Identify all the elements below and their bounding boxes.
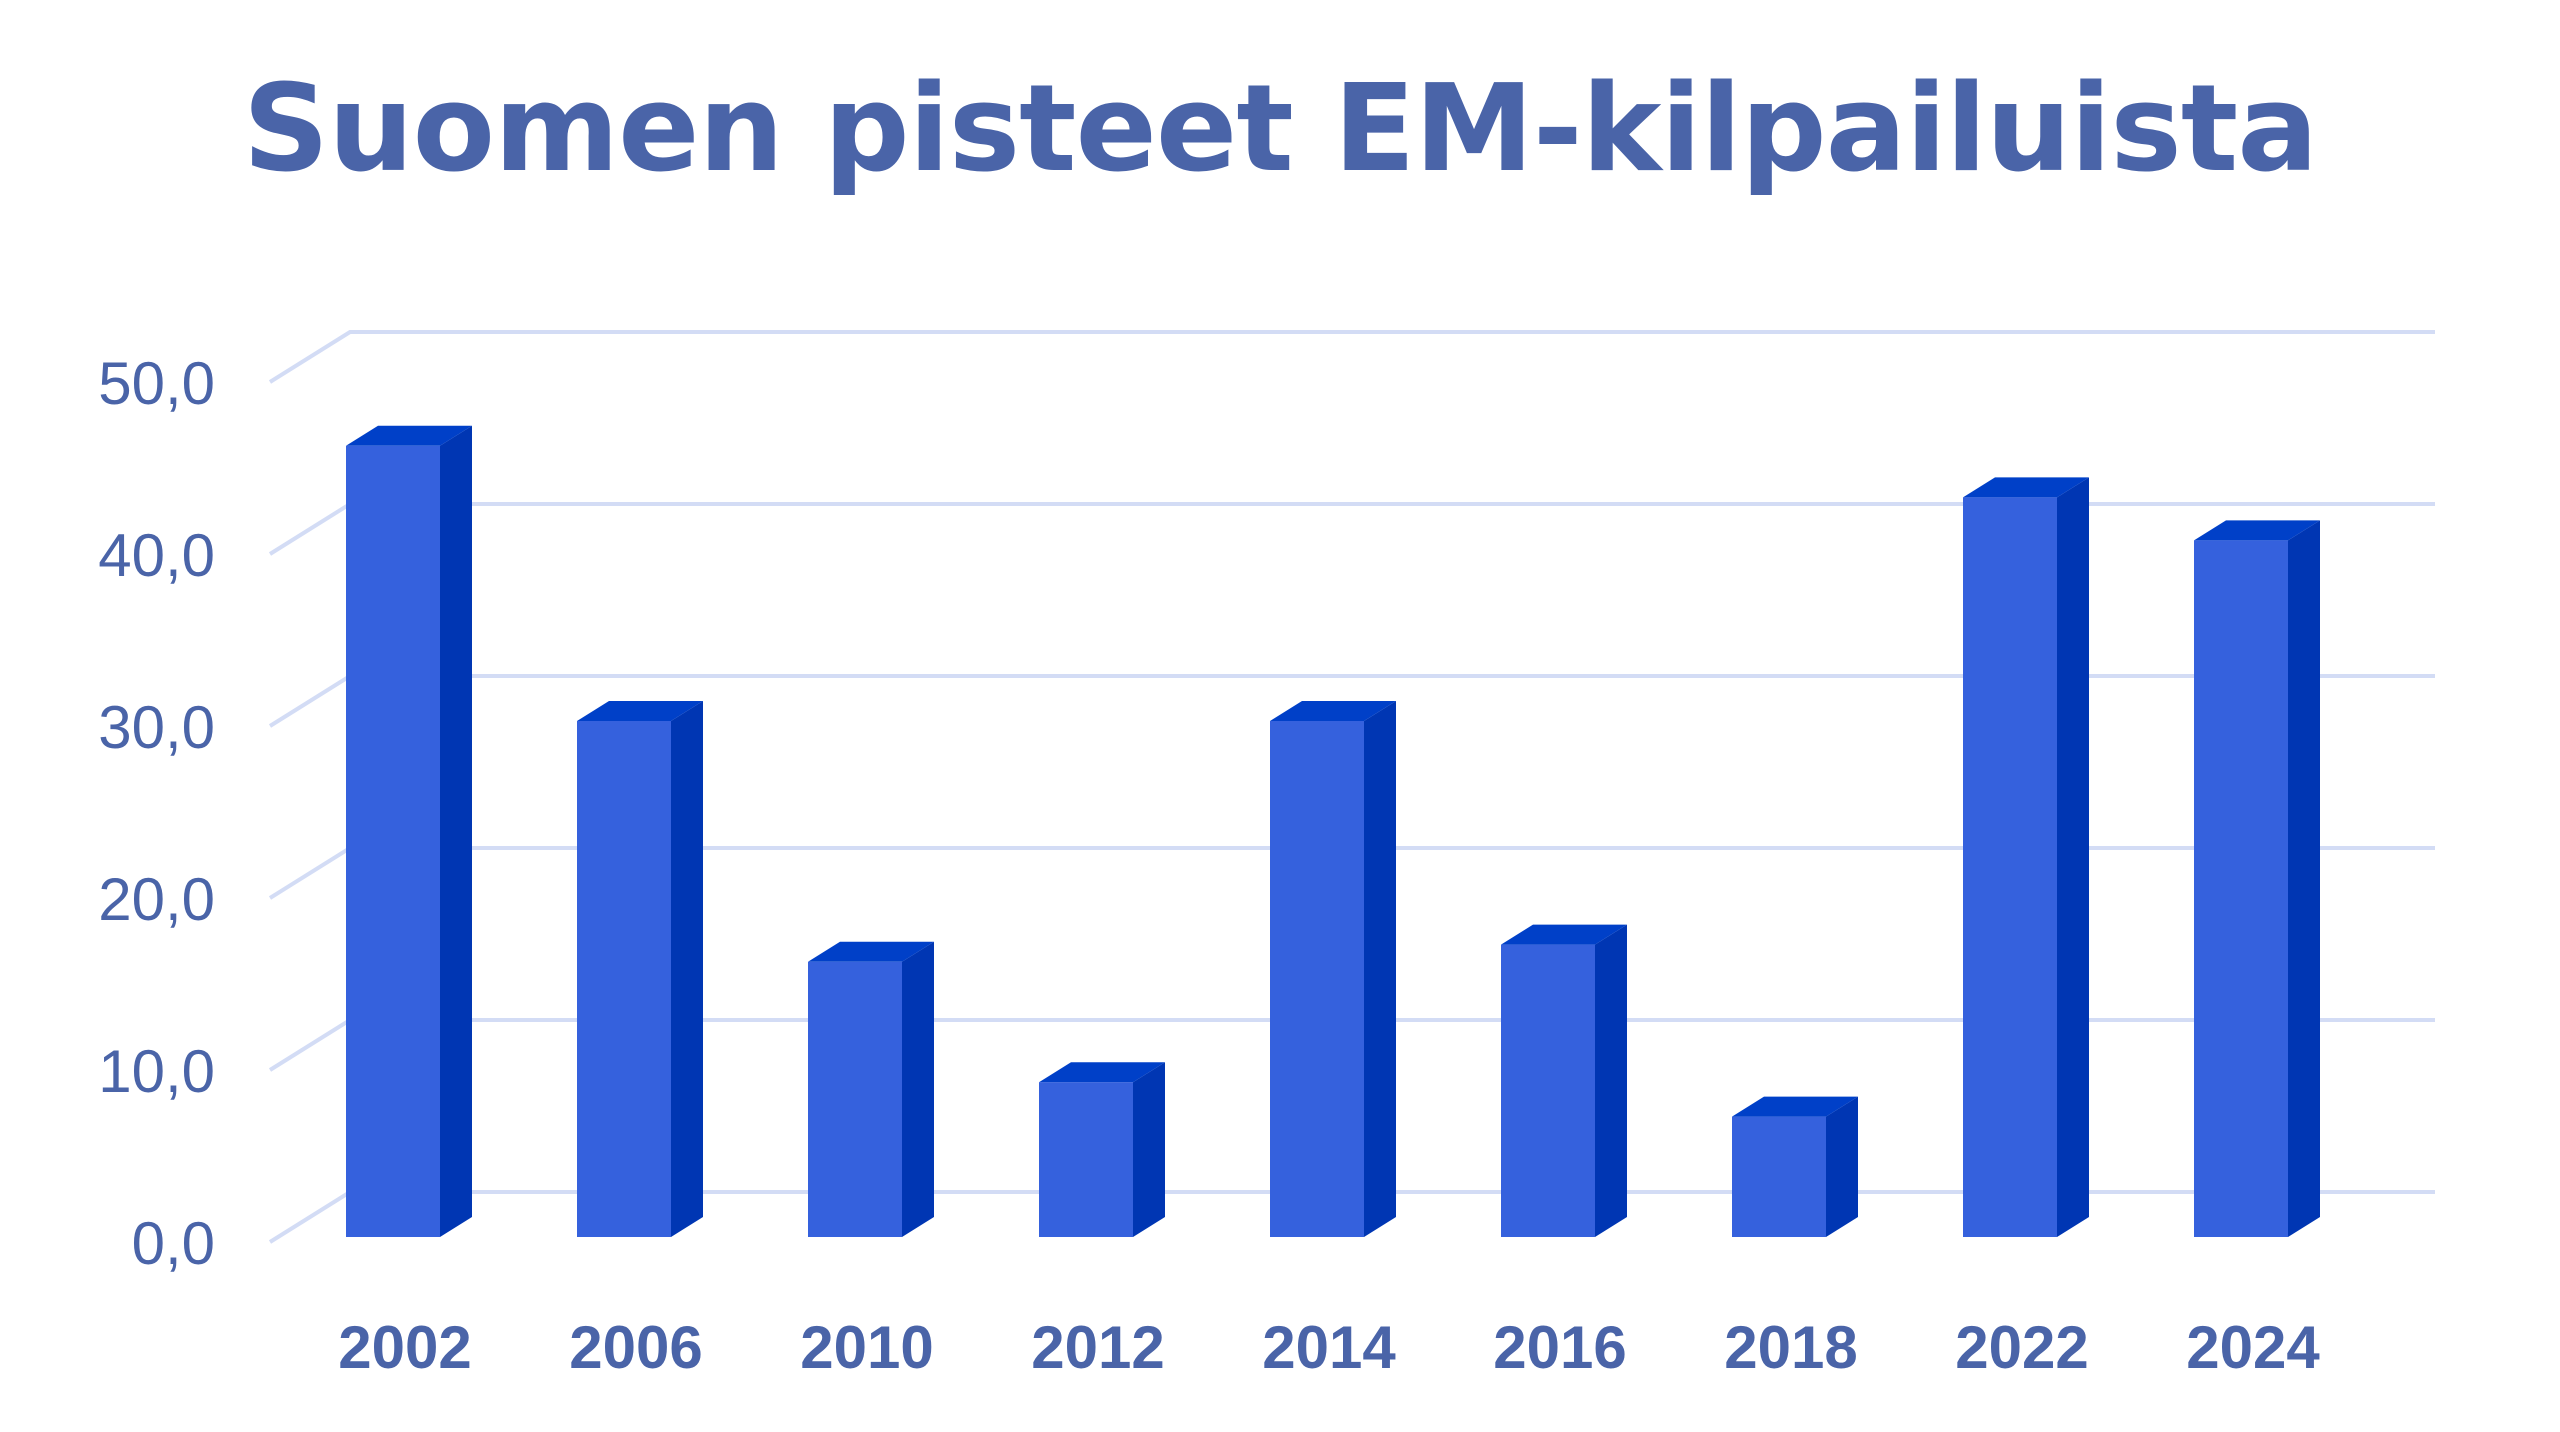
- y-tick-label: 10,0: [98, 1038, 215, 1105]
- bar-2006: [577, 701, 703, 1237]
- bar-side: [2057, 477, 2089, 1237]
- x-axis-ticks: 2002 2006 2010 2012 2014 2016 2018 2022 2024: [338, 1314, 2320, 1381]
- bar-side: [1595, 924, 1627, 1237]
- bar-front: [808, 961, 902, 1237]
- bar-top: [577, 701, 703, 721]
- bar-top: [1963, 477, 2089, 498]
- y-axis-ticks: 0,0 10,0 20,0 30,0 40,0 50,0: [98, 350, 215, 1277]
- y-tick-label: 30,0: [98, 694, 215, 761]
- bar-side: [902, 941, 934, 1237]
- x-tick-label: 2002: [338, 1314, 471, 1381]
- bars: [346, 425, 2320, 1237]
- x-tick-label: 2024: [2186, 1314, 2320, 1381]
- bar-top: [1039, 1062, 1165, 1083]
- bar-top: [2194, 520, 2320, 541]
- x-tick-label: 2016: [1493, 1314, 1626, 1381]
- x-tick-label: 2014: [1262, 1314, 1396, 1381]
- x-tick-label: 2018: [1724, 1314, 1857, 1381]
- gridline: [268, 330, 2435, 384]
- bar-front: [1039, 1082, 1133, 1237]
- bar-2002: [346, 425, 472, 1237]
- gridline: [268, 502, 2435, 556]
- bar-top: [808, 941, 934, 962]
- x-tick-label: 2006: [569, 1314, 702, 1381]
- bar-front: [1501, 944, 1595, 1237]
- bar-front: [346, 445, 440, 1237]
- y-tick-label: 40,0: [98, 522, 215, 589]
- chart-title: Suomen pisteet EM-kilpailuista: [242, 60, 2318, 199]
- bar-front: [1732, 1116, 1826, 1237]
- bar-2016: [1501, 924, 1627, 1237]
- y-tick-label: 0,0: [132, 1210, 215, 1277]
- bar-2014: [1270, 701, 1396, 1237]
- bar-front: [2194, 540, 2288, 1237]
- bar-2022: [1963, 477, 2089, 1237]
- bar-front: [1270, 721, 1364, 1237]
- bar-side: [2288, 520, 2320, 1237]
- bar-side: [440, 425, 472, 1237]
- bar-side: [1826, 1096, 1858, 1237]
- x-tick-label: 2012: [1031, 1314, 1164, 1381]
- y-tick-label: 50,0: [98, 350, 215, 417]
- bar-top: [1732, 1096, 1858, 1117]
- bar-side: [671, 701, 703, 1237]
- bar-2024: [2194, 520, 2320, 1237]
- bar-2018: [1732, 1096, 1858, 1237]
- bar-side: [1364, 701, 1396, 1237]
- bar-front: [1963, 497, 2057, 1237]
- bar-top: [1501, 924, 1627, 945]
- bar-front: [577, 721, 671, 1237]
- x-tick-label: 2010: [800, 1314, 933, 1381]
- bar-top: [1270, 701, 1396, 721]
- x-tick-label: 2022: [1955, 1314, 2088, 1381]
- bar-side: [1133, 1062, 1165, 1237]
- bar-top: [346, 425, 472, 446]
- y-tick-label: 20,0: [98, 866, 215, 933]
- bar-2012: [1039, 1062, 1165, 1237]
- bar-2010: [808, 941, 934, 1237]
